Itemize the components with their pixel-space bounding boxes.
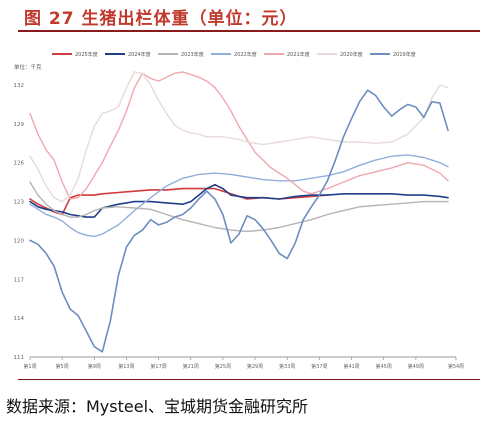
y-tick-label: 114	[14, 316, 25, 322]
x-tick-label: 第5周	[56, 363, 69, 370]
y-tick-label: 129	[14, 122, 25, 128]
series-line-2	[29, 181, 449, 233]
x-tick-label: 第21周	[183, 363, 199, 370]
series-line-6	[29, 89, 449, 353]
series-line-1	[29, 183, 449, 218]
x-tick-label: 第41周	[343, 363, 359, 370]
y-unit-label: 单位：千克	[14, 63, 42, 71]
series-line-4	[29, 71, 449, 200]
series-lines	[29, 71, 449, 353]
x-tick-label: 第9周	[88, 363, 101, 370]
title-underline	[18, 30, 480, 32]
x-tick-label: 第1周	[23, 363, 36, 370]
figure-title: 图 27 生猪出栏体重（单位：元）	[24, 9, 298, 29]
legend-label: 2022年度	[234, 51, 257, 58]
x-tick-label: 第33周	[279, 363, 295, 370]
legend-label: 2019年度	[393, 51, 416, 58]
x-tick-label: 第49周	[408, 363, 424, 370]
chart-area: 2025年度 2024年度 2023年度 2022年度 2021年度 2020年度 2019…	[0, 32, 487, 377]
y-tick-label: 111	[14, 355, 25, 361]
legend-label: 2021年度	[287, 51, 310, 58]
series-line-5	[29, 71, 449, 203]
x-tick-label: 第25周	[215, 363, 231, 370]
legend-label: 2023年度	[181, 51, 204, 58]
x-tick-label: 第37周	[311, 363, 327, 370]
legend-label: 2025年度	[75, 51, 98, 58]
x-tick-label: 第29周	[247, 363, 263, 370]
series-line-0	[29, 187, 329, 216]
source-note: 数据来源：Mysteel、宝城期货金融研究所	[6, 397, 309, 416]
x-tick-label: 第13周	[118, 363, 134, 370]
legend: 2025年度 2024年度 2023年度 2022年度 2021年度 2020年度 2019…	[52, 51, 416, 58]
y-tick-label: 123	[14, 200, 25, 206]
y-tick-label: 132	[14, 83, 25, 89]
x-tick-label: 第17周	[150, 363, 166, 370]
legend-label: 2020年度	[340, 51, 363, 58]
y-tick-label: 126	[14, 161, 25, 167]
source-divider	[18, 379, 480, 380]
x-tick-label: 第54周	[448, 363, 464, 370]
series-line-3	[29, 154, 449, 238]
x-tick-label: 第45周	[375, 363, 391, 370]
y-tick-label: 117	[14, 277, 25, 283]
line-chart: 2025年度 2024年度 2023年度 2022年度 2021年度 2020年度 2019…	[14, 51, 465, 370]
axes: 111 114 117 120 123 126 129 132 第1周 第5周 第9周 第13周 第17…	[14, 83, 465, 370]
legend-label: 2024年度	[128, 51, 151, 58]
y-tick-label: 120	[14, 238, 25, 244]
